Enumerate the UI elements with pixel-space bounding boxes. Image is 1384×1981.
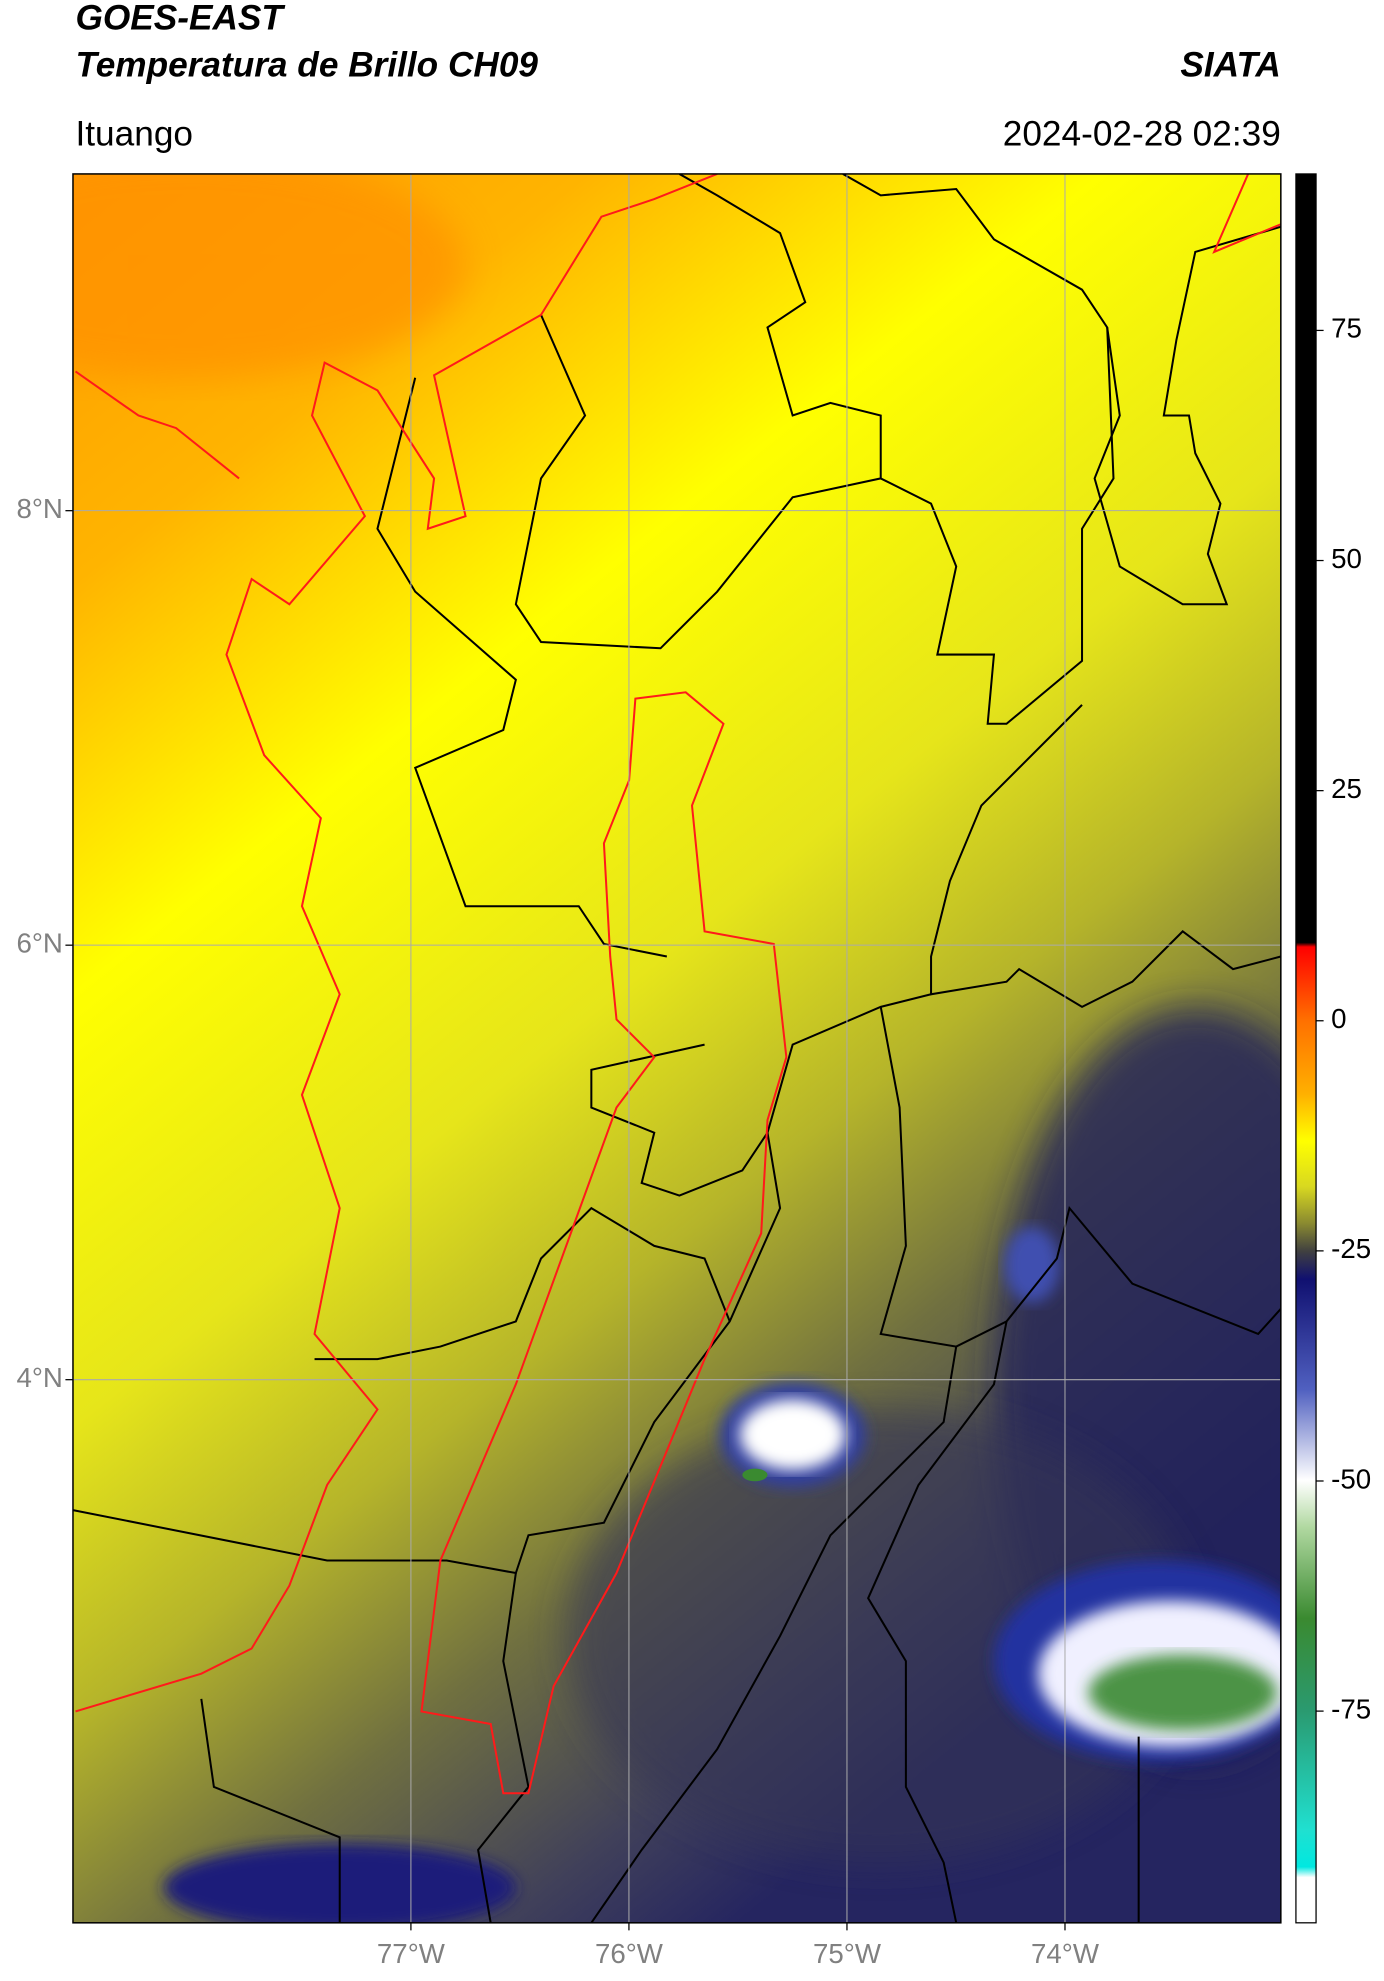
gridlines: [72, 173, 1281, 1923]
y-tick-label: 6°N: [16, 927, 62, 958]
subtitle: Temperatura de Brillo CH09: [75, 45, 538, 84]
colorbar-tick-label: 50: [1331, 543, 1362, 574]
x-tick-label: 74°W: [1031, 1938, 1100, 1969]
x-tick-label: 75°W: [813, 1938, 882, 1969]
brand: SIATA: [1180, 45, 1280, 84]
colorbar: [1295, 173, 1317, 1924]
timestamp: 2024-02-28 02:39: [1003, 114, 1281, 153]
colorbar-tick-label: 25: [1331, 773, 1362, 804]
map-field: [72, 173, 1281, 1923]
y-tick-label: 8°N: [16, 493, 62, 524]
y-tick-label: 4°N: [16, 1362, 62, 1393]
region: Ituango: [75, 114, 193, 153]
x-tick-label: 76°W: [595, 1938, 664, 1969]
colorbar-tick-label: 75: [1331, 313, 1362, 344]
colorbar-tick-label: 0: [1331, 1003, 1346, 1034]
map-frame: [72, 173, 1282, 1924]
colorbar-tick-label: -50: [1331, 1463, 1371, 1494]
colorbar-tick-label: -25: [1331, 1233, 1371, 1264]
x-tick-label: 77°W: [377, 1938, 446, 1969]
colorbar-tick-label: -75: [1331, 1693, 1371, 1724]
title: GOES-EAST: [75, 0, 285, 38]
